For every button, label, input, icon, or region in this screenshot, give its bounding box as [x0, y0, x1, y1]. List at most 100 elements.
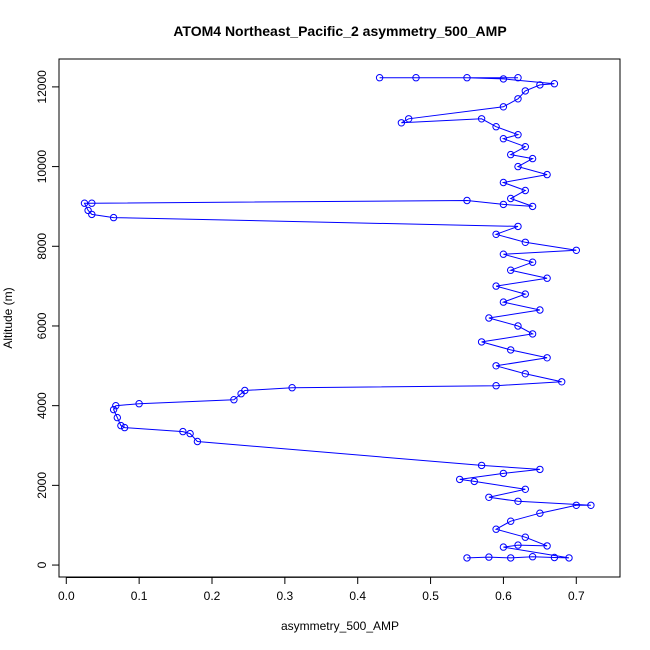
data-point [477, 461, 486, 470]
x-axis: 0.0 0.1 0.2 0.3 0.4 0.5 0.6 0.7 [58, 576, 585, 603]
x-tick-label: 0.5 [422, 589, 439, 603]
data-point [514, 95, 522, 103]
data-point [463, 74, 471, 82]
data-point [507, 266, 515, 274]
data-point [528, 330, 537, 338]
y-axis: 0 2000 4000 6000 8000 10000 12000 [35, 70, 60, 568]
data-point [521, 370, 529, 378]
data-point [514, 131, 522, 139]
data-point [507, 194, 515, 203]
data-point [492, 362, 500, 370]
data-point [499, 469, 508, 478]
data-point [456, 475, 464, 484]
data-point [507, 346, 515, 354]
data-point [499, 298, 508, 306]
data-point [80, 199, 89, 207]
data-point [193, 437, 202, 446]
data-point [485, 314, 493, 322]
data-point [109, 213, 118, 222]
data-point [109, 405, 118, 414]
x-tick-label: 0.4 [349, 589, 366, 603]
data-point [528, 154, 537, 163]
data-point [120, 423, 129, 432]
data-point [179, 427, 187, 436]
data-point [485, 493, 493, 501]
data-point [521, 290, 529, 298]
data-point [536, 509, 544, 517]
y-tick-label: 6000 [35, 312, 49, 339]
x-tick-label: 0.3 [277, 589, 294, 603]
data-point [499, 250, 508, 258]
data-point [230, 396, 238, 404]
data-point [507, 554, 515, 562]
y-tick-label: 10000 [35, 150, 49, 184]
data-point [521, 87, 529, 95]
y-tick-label: 8000 [35, 233, 49, 260]
data-point [113, 413, 122, 422]
data-point [543, 542, 551, 550]
data-point [550, 553, 559, 562]
data-point [536, 465, 544, 474]
data-point [514, 74, 522, 82]
data-point [499, 543, 508, 551]
data-point [528, 202, 537, 211]
x-tick-label: 0.6 [495, 589, 512, 603]
y-tick-label: 0 [35, 561, 49, 568]
y-tick-label: 4000 [35, 392, 49, 419]
data-point [288, 384, 296, 392]
y-tick-label: 2000 [35, 472, 49, 499]
data-point [558, 378, 566, 386]
data-point [492, 525, 500, 533]
data-point [499, 178, 508, 187]
data-point [536, 81, 544, 89]
x-axis-label: asymmetry_500_AMP [281, 619, 399, 633]
data-point [499, 200, 508, 209]
data-point [521, 186, 529, 195]
data-point [241, 386, 249, 395]
y-axis-label: Altitude (m) [1, 287, 15, 348]
data-point [470, 477, 478, 486]
data-point [514, 162, 522, 171]
data-point [499, 135, 508, 143]
data-point [499, 103, 508, 111]
data-point [514, 222, 522, 231]
data-point [492, 282, 500, 290]
data-point [405, 115, 413, 123]
data-point [521, 533, 529, 541]
x-tick-label: 0.1 [131, 589, 148, 603]
data-point [514, 322, 522, 330]
data-point [84, 206, 92, 215]
data-point [477, 115, 486, 123]
data-point [88, 199, 96, 207]
data-point [463, 554, 471, 562]
data-point [88, 210, 96, 219]
data-point [521, 143, 529, 151]
data-point [572, 246, 580, 255]
data-point [477, 338, 486, 346]
data-point [492, 382, 500, 390]
data-point [397, 119, 406, 127]
series-line [83, 77, 591, 559]
data-point [492, 123, 500, 131]
data-point [507, 150, 515, 159]
data-point [543, 274, 551, 282]
data-point [528, 553, 537, 561]
data-point [186, 429, 194, 438]
data-point [117, 421, 125, 430]
data-point [492, 230, 500, 239]
y-tick-label: 12000 [35, 70, 49, 104]
chart-title: ATOM4 Northeast_Pacific_2 asymmetry_500_… [173, 23, 506, 39]
data-point [543, 354, 551, 362]
plot-area [80, 74, 595, 562]
data-point [463, 196, 471, 205]
x-tick-label: 0.7 [568, 589, 585, 603]
data-point [565, 554, 573, 562]
data-point [375, 74, 384, 82]
data-point [587, 501, 595, 509]
data-point [521, 485, 529, 493]
data-point [528, 258, 537, 266]
data-point [536, 306, 544, 314]
data-point [514, 541, 522, 549]
